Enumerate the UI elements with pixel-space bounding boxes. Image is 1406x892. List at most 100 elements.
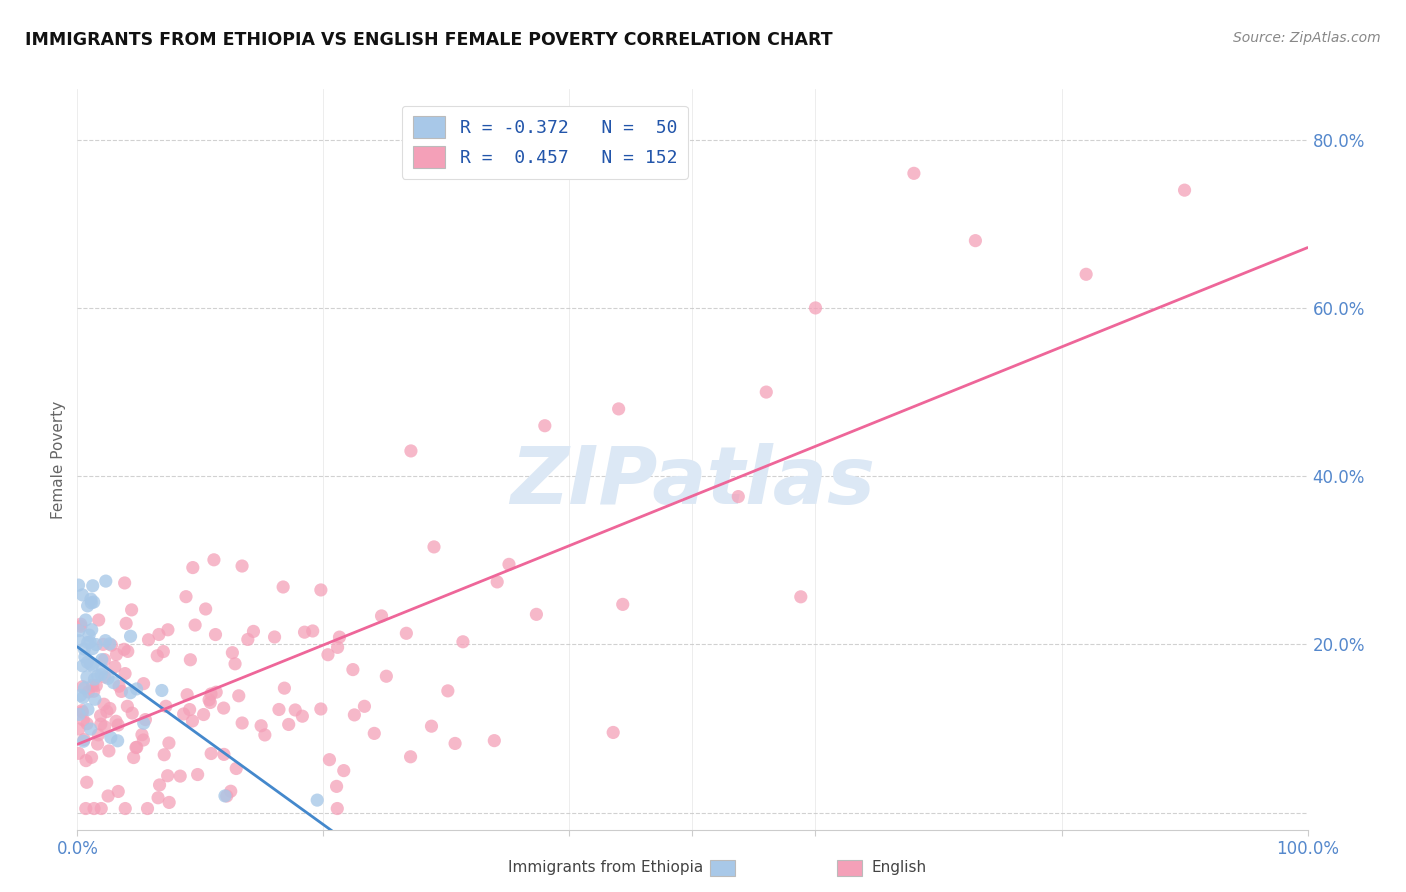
Point — [271, 580, 294, 594]
Point — [484, 733, 506, 747]
Point — [242, 624, 264, 639]
Point — [90, 717, 112, 731]
Point — [152, 644, 174, 658]
Point — [114, 576, 136, 591]
Point — [157, 796, 180, 810]
Text: ZIPatlas: ZIPatlas — [510, 442, 875, 521]
Point — [86, 669, 108, 683]
Point — [156, 769, 179, 783]
Point — [73, 642, 96, 657]
Point — [72, 659, 94, 673]
Point — [395, 626, 418, 640]
Point — [612, 598, 634, 612]
Point — [231, 716, 253, 731]
Point — [121, 706, 143, 720]
Point — [104, 660, 127, 674]
Point — [318, 753, 340, 767]
Point — [148, 627, 170, 641]
Point — [353, 699, 375, 714]
Point — [70, 619, 93, 633]
Point — [77, 628, 100, 642]
Text: English: English — [872, 860, 927, 874]
Point — [82, 579, 104, 593]
Point — [73, 649, 96, 664]
Point — [83, 595, 105, 609]
Point — [176, 688, 198, 702]
Point — [67, 747, 90, 761]
Point — [444, 736, 467, 750]
Point — [76, 775, 98, 789]
Point — [215, 789, 238, 803]
Point — [174, 590, 197, 604]
Point — [67, 707, 90, 722]
Point — [307, 793, 329, 807]
Point — [79, 722, 101, 736]
Point — [110, 684, 132, 698]
Point — [77, 685, 100, 699]
Point — [284, 703, 307, 717]
Point — [80, 750, 103, 764]
Point — [117, 644, 139, 658]
Point — [181, 714, 204, 728]
Point — [291, 709, 314, 723]
Point — [212, 701, 235, 715]
Point — [96, 705, 118, 719]
Point — [150, 683, 173, 698]
Point — [72, 734, 94, 748]
Point — [146, 790, 169, 805]
Point — [76, 716, 98, 731]
Text: IMMIGRANTS FROM ETHIOPIA VS ENGLISH FEMALE POVERTY CORRELATION CHART: IMMIGRANTS FROM ETHIOPIA VS ENGLISH FEMA… — [25, 31, 832, 49]
Point — [117, 699, 139, 714]
Point — [97, 671, 120, 685]
Point — [132, 676, 155, 690]
Point — [267, 702, 290, 716]
Point — [80, 592, 103, 607]
Point — [100, 731, 122, 745]
Point — [80, 623, 103, 637]
Point — [83, 672, 105, 686]
Point — [97, 789, 120, 803]
Point — [125, 740, 148, 755]
Point — [82, 659, 104, 673]
Point — [84, 679, 107, 693]
Point — [534, 418, 557, 433]
Point — [332, 764, 354, 778]
Point — [153, 747, 176, 762]
Y-axis label: Female Poverty: Female Poverty — [51, 401, 66, 518]
Point — [76, 655, 98, 669]
Point — [194, 602, 217, 616]
Text: Immigrants from Ethiopia: Immigrants from Ethiopia — [508, 860, 703, 874]
Point — [97, 744, 120, 758]
Point — [120, 686, 142, 700]
Point — [94, 574, 117, 588]
Point — [157, 736, 180, 750]
Point — [84, 692, 107, 706]
Point — [181, 560, 204, 574]
Point — [76, 670, 98, 684]
Point — [727, 490, 749, 504]
Point — [76, 635, 98, 649]
Point — [114, 666, 136, 681]
Point — [263, 630, 285, 644]
Point — [200, 687, 222, 701]
Point — [198, 693, 221, 707]
Point — [103, 675, 125, 690]
Point — [179, 653, 201, 667]
Point — [131, 728, 153, 742]
Point — [115, 616, 138, 631]
Point — [1076, 267, 1098, 281]
Point — [328, 630, 350, 644]
Point — [228, 689, 250, 703]
Point — [82, 641, 104, 656]
Point — [75, 801, 97, 815]
Point — [399, 444, 422, 458]
Point — [105, 714, 128, 729]
Point — [219, 784, 242, 798]
Point — [423, 540, 446, 554]
Point — [72, 706, 94, 720]
Point — [309, 582, 332, 597]
Point — [80, 596, 103, 610]
Point — [301, 624, 323, 638]
Point — [79, 635, 101, 649]
Point — [100, 638, 122, 652]
